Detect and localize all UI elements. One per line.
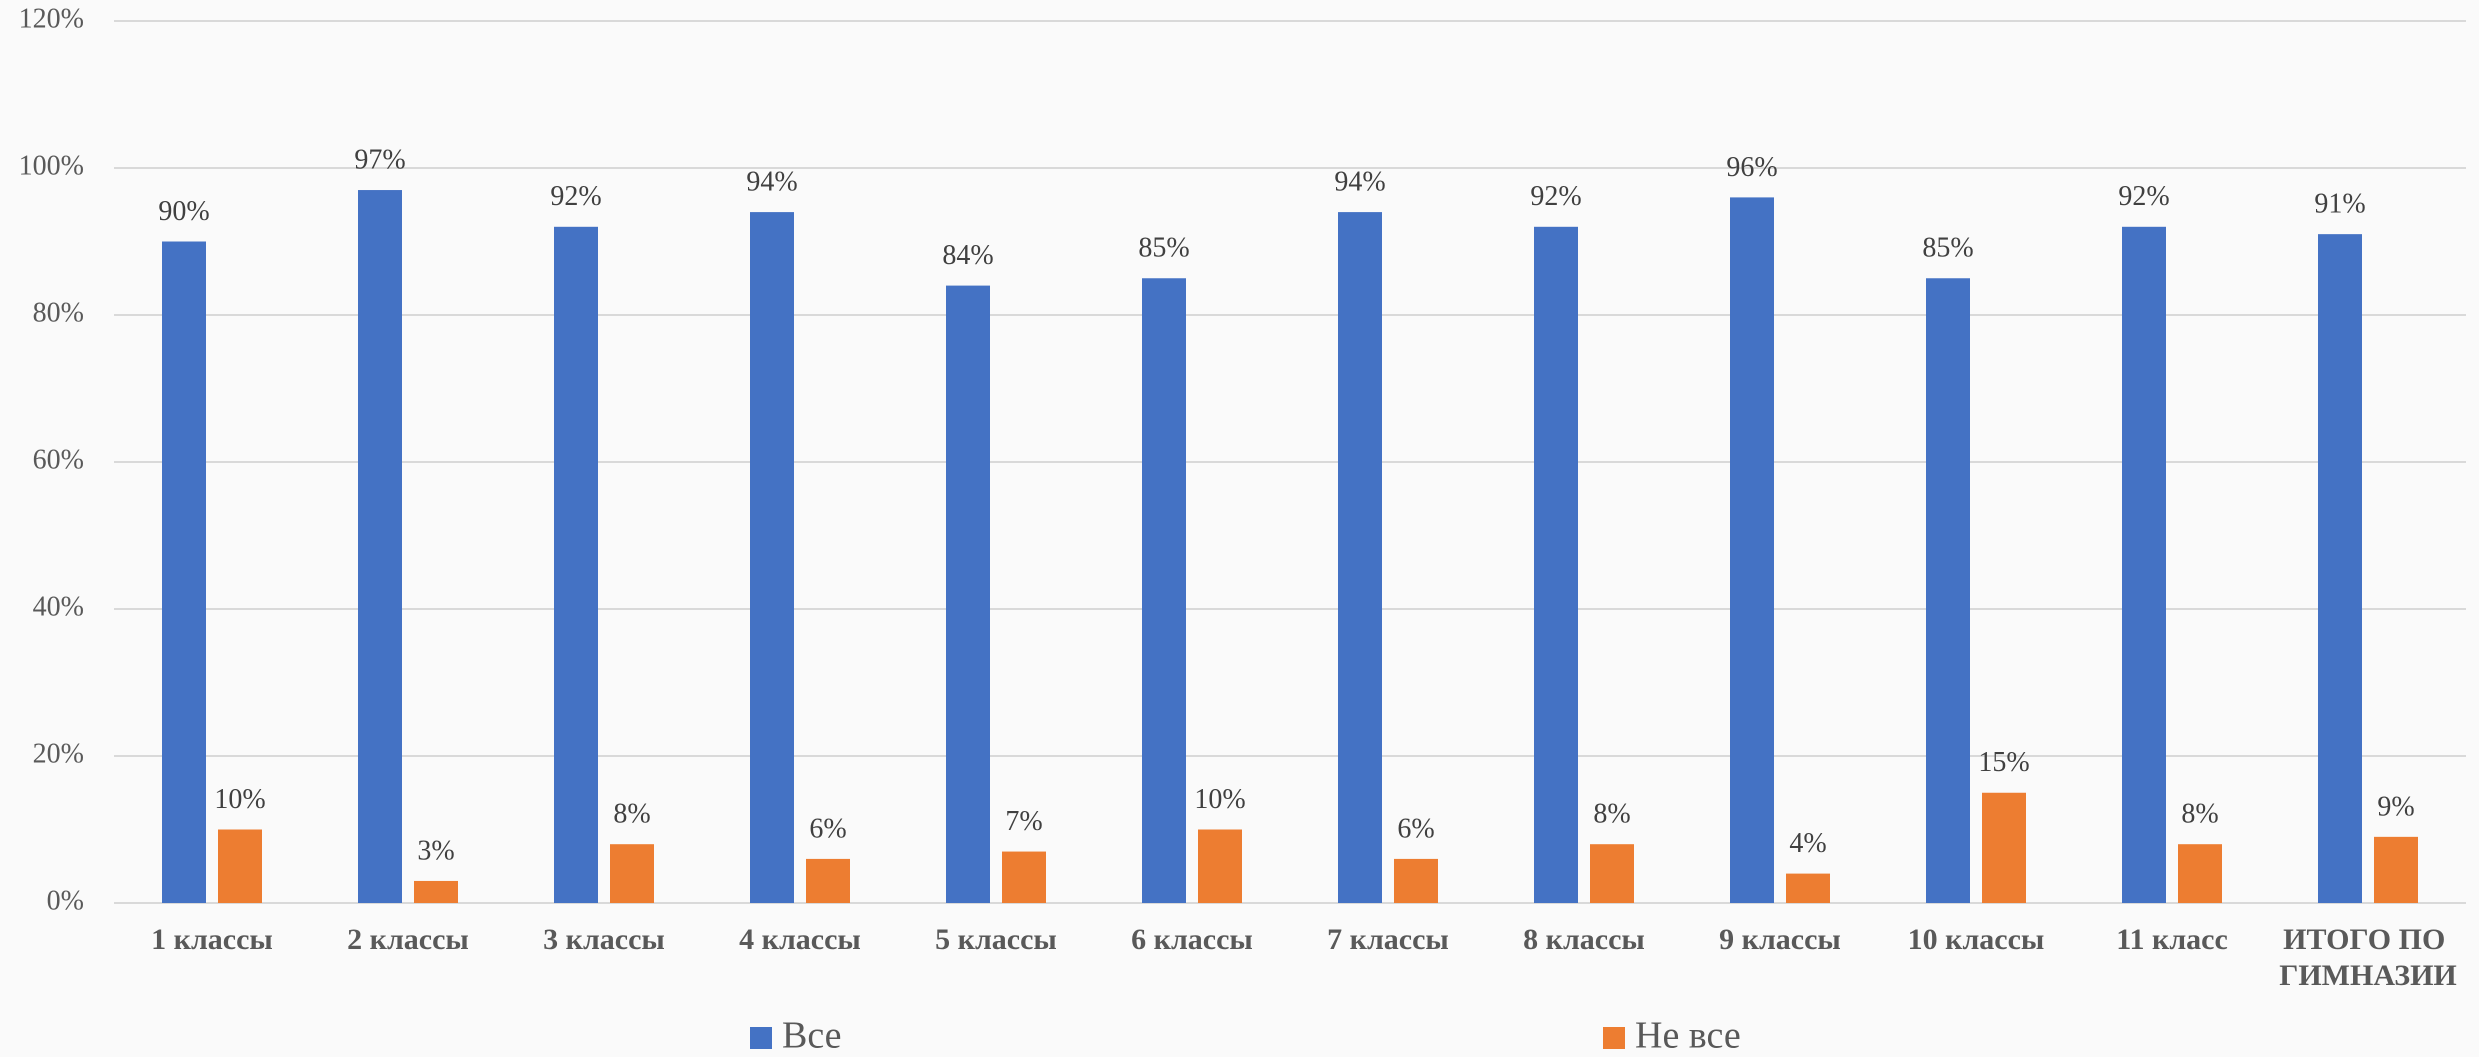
bar [1198,829,1242,903]
x-tick-label: 6 классы [1131,923,1253,956]
bar [2318,234,2362,903]
bar [610,844,654,903]
x-tick-label: 7 классы [1327,923,1449,956]
value-label: 94% [1334,167,1385,198]
bar [1590,844,1634,903]
value-label: 92% [1530,181,1581,212]
x-tick-label: 4 классы [739,923,861,956]
y-tick-label: 80% [33,297,84,328]
y-tick-label: 60% [33,444,84,475]
legend-swatch [1603,1027,1625,1049]
value-label: 15% [1978,747,2029,778]
x-tick-label: 2 классы [347,923,469,956]
bar [1534,226,1578,904]
value-label: 90% [158,196,209,227]
bar [1338,212,1382,904]
value-label: 10% [214,784,265,815]
x-tick-label: 10 классы [1908,923,2045,956]
x-tick-label: 1 классы [151,923,273,956]
value-label: 6% [809,813,846,844]
x-tick-label: 9 классы [1719,923,1841,956]
bar [1394,858,1438,903]
x-tick-label: ИТОГО ПО ГИМНАЗИИ [2279,923,2457,992]
bar [1730,197,1774,903]
value-label: 8% [613,799,650,830]
bar [2178,844,2222,903]
value-label: 92% [2118,181,2169,212]
x-tick-label: 5 классы [935,923,1057,956]
value-label: 94% [746,167,797,198]
value-label: 8% [2181,799,2218,830]
y-tick-label: 100% [19,150,84,181]
value-label: 9% [2377,791,2414,822]
bar [1786,873,1830,903]
y-tick-label: 20% [33,738,84,769]
y-tick-label: 0% [47,885,84,916]
bar [1982,792,2026,903]
value-label: 96% [1726,152,1777,183]
x-tick-label: 8 классы [1523,923,1645,956]
legend-label: Все [782,1015,842,1057]
y-tick-label: 40% [33,591,84,622]
value-label: 10% [1194,784,1245,815]
value-label: 84% [942,240,993,271]
bar [218,829,262,903]
value-label: 91% [2314,189,2365,220]
y-tick-label: 120% [19,3,84,34]
value-label: 85% [1138,233,1189,264]
bar [946,285,990,904]
bar [1142,278,1186,903]
bar [1926,278,1970,903]
x-tick-label: 11 класс [2116,923,2228,956]
bar [2374,836,2418,903]
bar [2122,226,2166,904]
x-tick-label: 3 классы [543,923,665,956]
value-label: 92% [550,181,601,212]
bar [750,212,794,904]
legend-label: Не все [1635,1015,1741,1057]
bar [358,190,402,904]
value-label: 8% [1593,799,1630,830]
legend-swatch [750,1027,772,1049]
value-label: 7% [1005,806,1042,837]
value-label: 6% [1397,813,1434,844]
bar [554,226,598,904]
value-label: 3% [417,835,454,866]
value-label: 97% [354,144,405,175]
bar [806,858,850,903]
bar [414,880,458,903]
value-label: 4% [1789,828,1826,859]
bar [1002,851,1046,903]
bar [162,241,206,903]
value-label: 85% [1922,233,1973,264]
